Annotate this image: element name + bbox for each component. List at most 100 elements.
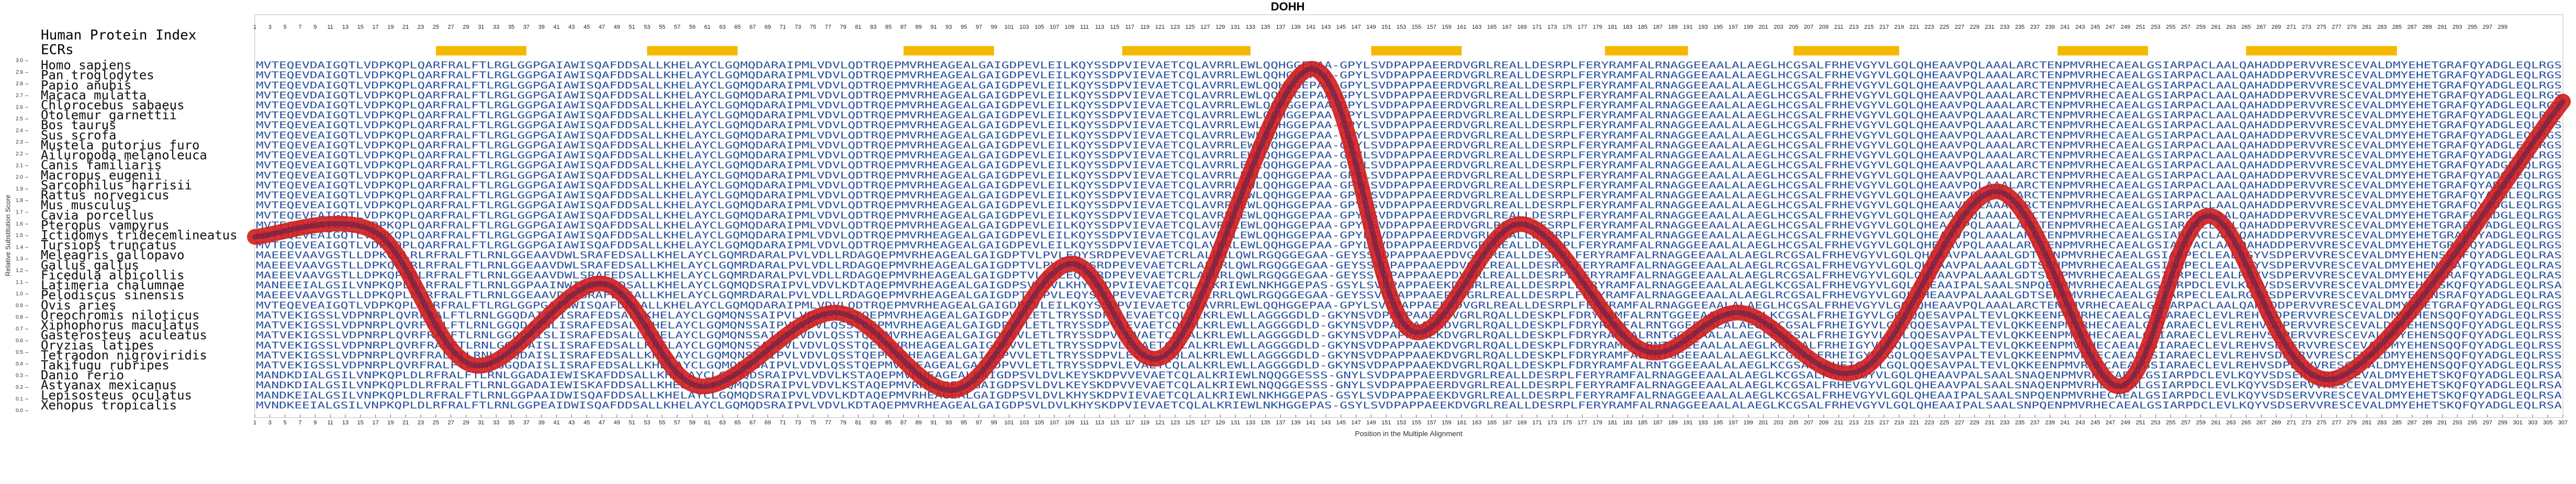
y-tick-label: 0.5 bbox=[16, 350, 23, 355]
sequence-row: MATVEKIGSSLVDPNRPLQVRFRALFTLRNLGGQDAISLI… bbox=[256, 350, 2562, 361]
x-tick-label: 299 bbox=[2498, 420, 2507, 426]
x-tick-label: 39 bbox=[538, 420, 545, 426]
human-index-tick-label: 197 bbox=[1728, 24, 1738, 30]
sequence-row: MVTEQEVEAIGQTLVDPKQPLQARFRALFTLRGLGGPGAI… bbox=[256, 160, 2562, 171]
x-tick-label: 183 bbox=[1623, 420, 1632, 426]
human-index-tick-label: 213 bbox=[1849, 24, 1859, 30]
sequence-row: MVTEQEVEAIGQTLVDPKQPLQARFRALFTLRGLGGPGAI… bbox=[256, 200, 2562, 211]
x-tick-label: 29 bbox=[463, 420, 469, 426]
human-index-tick-label: 7 bbox=[298, 24, 301, 30]
human-index-tick-label: 43 bbox=[568, 24, 575, 30]
human-index-tick-label: 245 bbox=[2090, 24, 2100, 30]
human-index-tick-label: 209 bbox=[1819, 24, 1828, 30]
y-tick-label: 1.8 bbox=[16, 198, 23, 204]
human-index-tick-label: 227 bbox=[1955, 24, 1964, 30]
species-label: Lepisosteus oculatus bbox=[41, 388, 192, 402]
human-index-tick-label: 51 bbox=[629, 24, 635, 30]
human-index-tick-label: 273 bbox=[2302, 24, 2311, 30]
human-index-tick-label: 55 bbox=[659, 24, 665, 30]
human-index-tick-label: 285 bbox=[2392, 24, 2402, 30]
species-label: Oreochromis niloticus bbox=[41, 308, 199, 322]
x-tick-label: 3 bbox=[268, 420, 272, 426]
species-label: Pteropus vampyrus bbox=[41, 218, 170, 232]
human-index-tick-label: 143 bbox=[1321, 24, 1331, 30]
ecr-bar bbox=[1122, 46, 1251, 55]
human-index-tick-label: 203 bbox=[1774, 24, 1783, 30]
human-index-tick-label: 91 bbox=[930, 24, 937, 30]
human-index-tick-label: 281 bbox=[2362, 24, 2371, 30]
human-index-tick-label: 165 bbox=[1487, 24, 1497, 30]
y-tick-label: 0.2 bbox=[16, 385, 23, 390]
y-tick-label: 2.1 bbox=[16, 163, 23, 168]
x-tick-label: 265 bbox=[2241, 420, 2251, 426]
human-index-tick-label: 73 bbox=[795, 24, 801, 30]
species-label: Gallus gallus bbox=[41, 258, 139, 273]
sequence-row: MVTEQEVEAIGQTLVDPKQPLQARFRALFTLRGLGGPGAI… bbox=[256, 130, 2562, 141]
x-tick-label: 227 bbox=[1955, 420, 1964, 426]
human-index-tick-label: 107 bbox=[1050, 24, 1059, 30]
y-tick-label: 3.0 bbox=[16, 58, 23, 64]
human-index-tick-label: 71 bbox=[780, 24, 786, 30]
human-index-tick-label: 255 bbox=[2166, 24, 2175, 30]
x-tick-label: 97 bbox=[976, 420, 982, 426]
x-tick-label: 45 bbox=[583, 420, 590, 426]
x-tick-label: 197 bbox=[1728, 420, 1738, 426]
x-tick-label: 85 bbox=[885, 420, 892, 426]
species-label: Takifugu rubripes bbox=[41, 358, 170, 373]
human-index-tick-label: 81 bbox=[855, 24, 861, 30]
species-label: Macropus eugenii bbox=[41, 168, 162, 183]
human-index-tick-label: 187 bbox=[1653, 24, 1662, 30]
human-index-tick-label: 129 bbox=[1216, 24, 1225, 30]
human-index-tick-label: 261 bbox=[2211, 24, 2221, 30]
y-tick-label: 0.3 bbox=[16, 373, 23, 379]
human-index-tick-label: 87 bbox=[901, 24, 907, 30]
human-index-tick-label: 149 bbox=[1366, 24, 1376, 30]
x-tick-label: 133 bbox=[1246, 420, 1255, 426]
sequence-row: MVTEQEVEAIGQTLVDPKQPLQARFRALFTLRGLGGPGAI… bbox=[256, 190, 2562, 201]
y-tick-label: 2.8 bbox=[16, 81, 23, 87]
human-index-tick-label: 21 bbox=[402, 24, 409, 30]
human-index-tick-label: 287 bbox=[2408, 24, 2417, 30]
x-tick-label: 171 bbox=[1532, 420, 1542, 426]
y-tick-label: 0.1 bbox=[16, 396, 23, 402]
human-index-tick-label: 141 bbox=[1306, 24, 1315, 30]
x-tick-label: 293 bbox=[2453, 420, 2462, 426]
x-tick-label: 49 bbox=[614, 420, 620, 426]
y-tick-label: 0.8 bbox=[16, 314, 23, 320]
human-index-tick-label: 49 bbox=[614, 24, 620, 30]
x-tick-label: 141 bbox=[1306, 420, 1315, 426]
x-tick-label: 119 bbox=[1140, 420, 1150, 426]
y-tick-label: 0.6 bbox=[16, 338, 23, 344]
x-tick-label: 87 bbox=[901, 420, 907, 426]
sequence-row: MVNDKEEIALGSILVNPKQPLDLRFRALFTLRNLGGPEAI… bbox=[256, 400, 2562, 411]
human-index-tick-label: 253 bbox=[2151, 24, 2160, 30]
y-tick-label: 2.9 bbox=[16, 70, 23, 75]
human-index-tick-label: 271 bbox=[2287, 24, 2296, 30]
human-index-tick-label: 9 bbox=[313, 24, 317, 30]
sequence-row: MVTEQEVDAIGQTLVDPKQPLQARFRALFTLRGLGGPGAI… bbox=[256, 100, 2562, 111]
x-tick-label: 185 bbox=[1638, 420, 1647, 426]
human-index-tick-label: 89 bbox=[915, 24, 921, 30]
x-tick-label: 239 bbox=[2045, 420, 2055, 426]
species-label: Danio rerio bbox=[41, 368, 124, 382]
sequence-row: MVTEQEVDAIGQTLVDPKQPLQARFRALFTLRGLGGPGAI… bbox=[256, 110, 2562, 121]
x-tick-label: 17 bbox=[373, 420, 379, 426]
y-tick-label: 2.6 bbox=[16, 105, 23, 110]
x-tick-label: 103 bbox=[1019, 420, 1029, 426]
human-index-tick-label: 289 bbox=[2422, 24, 2432, 30]
ecr-bar bbox=[1605, 46, 1688, 55]
x-tick-label: 143 bbox=[1321, 420, 1331, 426]
species-label: Ailuropoda melanoleuca bbox=[41, 148, 207, 163]
human-index-tick-label: 97 bbox=[976, 24, 982, 30]
sequence-row: MVTEQEVDAIGQTLVDPKQPLQARFRALFTLRGLGGPGAI… bbox=[256, 70, 2562, 81]
species-label: Ictidomys tridecemlineatus bbox=[41, 228, 238, 243]
x-tick-label: 21 bbox=[402, 420, 409, 426]
x-tick-label: 151 bbox=[1381, 420, 1391, 426]
x-tick-label: 231 bbox=[1985, 420, 1994, 426]
species-label: Rattus norvegicus bbox=[41, 188, 170, 202]
x-tick-label: 201 bbox=[1759, 420, 1768, 426]
x-tick-label: 255 bbox=[2166, 420, 2175, 426]
x-tick-label: 33 bbox=[493, 420, 499, 426]
x-tick-label: 13 bbox=[342, 420, 348, 426]
